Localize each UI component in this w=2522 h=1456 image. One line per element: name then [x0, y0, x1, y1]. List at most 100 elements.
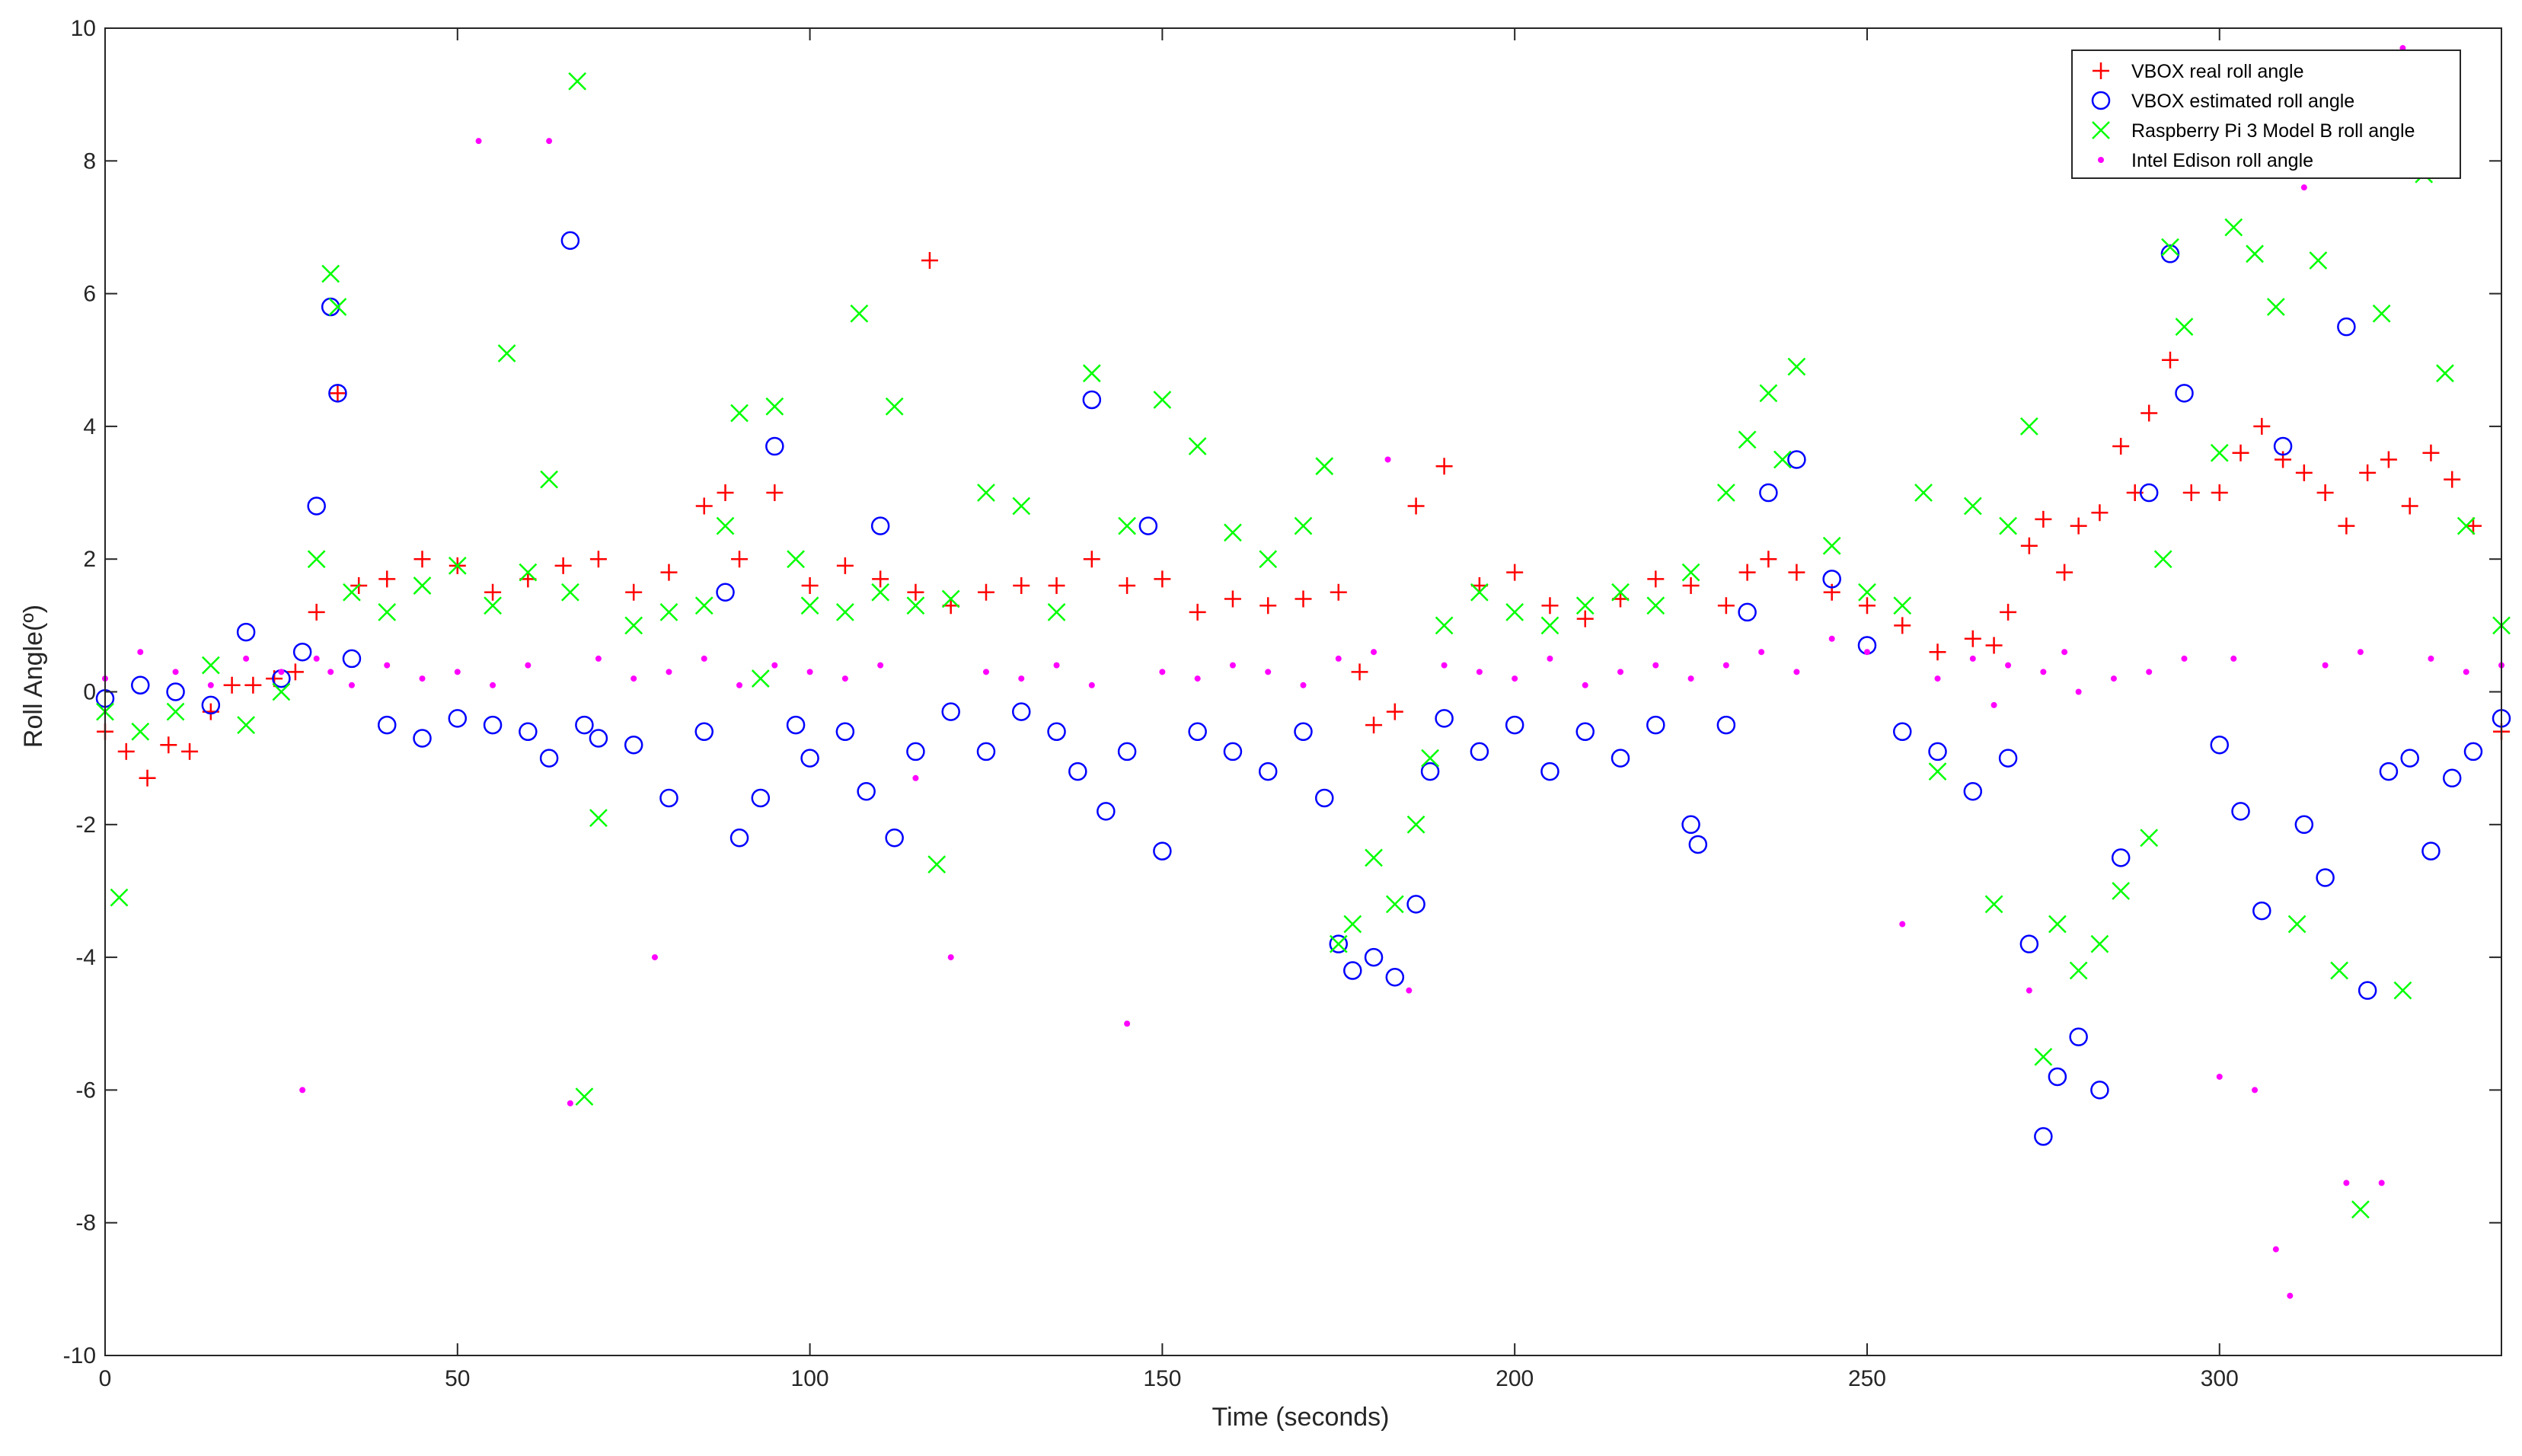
data-point — [286, 663, 304, 681]
data-point — [490, 682, 496, 688]
data-point — [1435, 458, 1453, 475]
y-tick-label: 10 — [71, 16, 96, 41]
series-3 — [102, 45, 2504, 1299]
data-point — [1611, 749, 1630, 768]
data-point — [1914, 484, 1933, 502]
data-point — [1688, 835, 1708, 854]
data-point — [694, 596, 714, 615]
data-point — [1822, 570, 1841, 589]
data-point — [912, 774, 919, 781]
data-point — [2210, 735, 2230, 755]
data-point — [2287, 915, 2307, 934]
data-point — [2359, 464, 2377, 481]
data-point — [1435, 616, 1454, 635]
data-point — [947, 954, 954, 961]
data-point — [1540, 762, 1559, 781]
data-point — [2272, 1246, 2279, 1253]
data-point — [1119, 577, 1136, 595]
data-point — [1188, 722, 1207, 742]
data-point — [651, 954, 658, 961]
data-point — [475, 138, 482, 145]
data-point — [2442, 768, 2462, 788]
data-point — [850, 304, 869, 323]
data-point — [806, 669, 813, 675]
data-point — [237, 716, 256, 734]
data-point — [328, 384, 347, 403]
data-point — [1999, 516, 2017, 535]
data-point — [1083, 551, 1100, 568]
data-point — [801, 577, 819, 595]
data-point — [2026, 987, 2032, 994]
data-point — [1012, 702, 1031, 721]
data-point — [236, 622, 256, 642]
data-point — [378, 570, 396, 588]
axis-ticks: 0 50 100 150 200 250 300 -10 -8 -6 -4 -2 0 2 4 6 8 10 — [63, 16, 2501, 1391]
data-point — [483, 715, 503, 735]
data-point — [1047, 603, 1066, 621]
data-point — [2232, 444, 2249, 461]
data-point — [575, 715, 594, 735]
data-point — [1646, 715, 1665, 735]
data-point — [2463, 669, 2469, 675]
data-point — [1716, 484, 1735, 502]
data-point — [2034, 1047, 2053, 1066]
data-point — [1265, 669, 1272, 675]
data-point — [927, 855, 947, 873]
data-point — [207, 682, 214, 688]
data-point — [1969, 655, 1976, 662]
data-point — [1294, 722, 1313, 742]
data-point — [2211, 484, 2228, 502]
data-point — [800, 749, 819, 768]
data-point — [1506, 564, 1524, 581]
data-point — [1088, 682, 1095, 688]
data-point — [1386, 703, 1403, 720]
data-point — [272, 682, 291, 701]
data-point — [454, 669, 461, 675]
data-point — [329, 385, 346, 402]
data-point — [2161, 351, 2179, 369]
data-point — [327, 669, 334, 675]
data-point — [384, 662, 391, 669]
data-point — [941, 702, 960, 721]
data-point — [201, 695, 221, 715]
data-point — [1138, 516, 1158, 535]
data-point — [244, 676, 262, 694]
data-point — [1053, 662, 1060, 669]
data-point — [1647, 570, 1665, 588]
data-point — [166, 702, 185, 721]
legend-marker — [2091, 91, 2111, 110]
data-point — [2040, 669, 2047, 675]
plot-area — [105, 28, 2501, 1355]
data-point — [561, 583, 579, 602]
data-point — [872, 570, 889, 588]
data-point — [2090, 1081, 2109, 1100]
data-point — [1928, 742, 1947, 762]
data-point — [1611, 583, 1630, 602]
data-point — [2463, 742, 2483, 762]
data-point — [2266, 298, 2285, 316]
data-point — [2316, 484, 2334, 502]
data-point — [701, 655, 707, 662]
y-tick-label: 6 — [83, 282, 96, 307]
x-tick-label: 50 — [445, 1366, 470, 1391]
data-point — [1385, 967, 1405, 987]
data-point — [1928, 762, 1947, 781]
data-point — [1787, 450, 1806, 469]
data-point — [2380, 451, 2397, 468]
data-point — [1863, 649, 1870, 656]
data-point — [525, 662, 532, 669]
legend-label: VBOX estimated roll angle — [2131, 91, 2354, 112]
data-point — [519, 722, 538, 742]
data-point — [1505, 603, 1524, 621]
data-point — [630, 675, 637, 682]
data-point — [560, 231, 580, 251]
data-point — [1998, 749, 2018, 768]
data-point — [2056, 564, 2073, 581]
data-point — [2253, 417, 2271, 435]
data-point — [906, 596, 925, 615]
data-point — [1294, 516, 1313, 535]
data-point — [1575, 722, 1595, 742]
data-point — [2464, 517, 2482, 535]
y-tick-label: 2 — [83, 547, 96, 572]
